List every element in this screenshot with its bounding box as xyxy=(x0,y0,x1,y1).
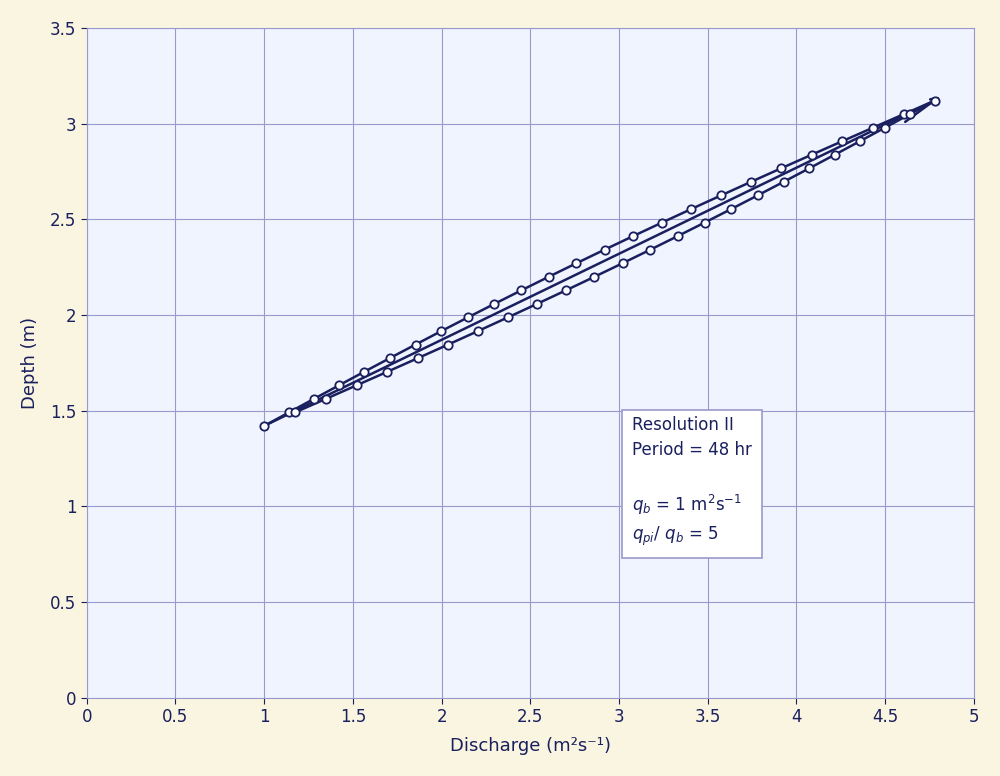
Y-axis label: Depth (m): Depth (m) xyxy=(21,317,39,409)
Text: Resolution II
Period = 48 hr

$q_b$ = 1 m$^2$s$^{-1}$
$q_{pi}$/ $q_b$ = 5: Resolution II Period = 48 hr $q_b$ = 1 m… xyxy=(632,416,752,549)
X-axis label: Discharge (m²s⁻¹): Discharge (m²s⁻¹) xyxy=(450,737,611,755)
